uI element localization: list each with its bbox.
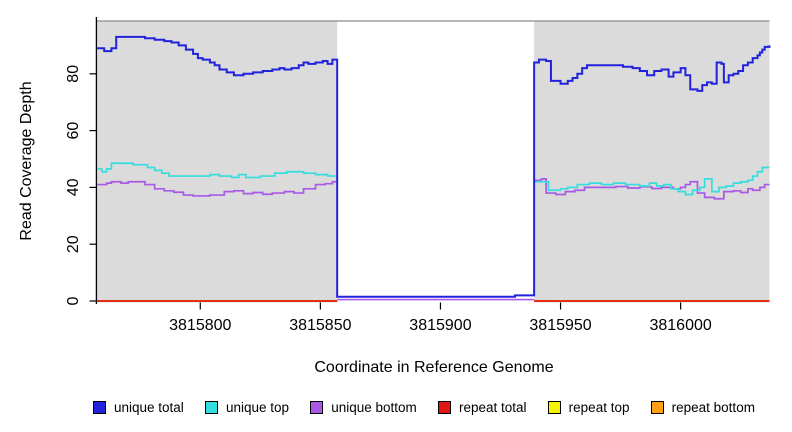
legend-swatch (310, 401, 324, 414)
coverage-region-background (97, 21, 338, 303)
coverage-region-background (534, 21, 770, 303)
legend-item: unique total (93, 400, 184, 415)
series-unique-total (97, 35, 771, 298)
x-axis-label: Coordinate in Reference Genome (314, 359, 554, 376)
y-tick-label: 80 (65, 65, 82, 83)
legend-swatch (204, 401, 218, 414)
y-tick-label: 0 (65, 296, 82, 305)
legend-item: repeat total (437, 400, 527, 415)
legend-swatch (650, 401, 664, 414)
y-tick-label: 60 (65, 122, 82, 140)
coverage-plot: 3815800 3815850 3815900 3815950 3816000 0 20 40… (65, 17, 771, 334)
legend-item: unique top (204, 400, 290, 415)
legend-item-label: repeat total (458, 400, 527, 415)
series-unique-bottom (97, 180, 338, 197)
legend-item: unique bottom (310, 400, 417, 415)
legend-swatch (437, 401, 451, 414)
x-tick-label: 3815950 (529, 317, 591, 334)
legend-item-label: repeat top (568, 400, 630, 415)
legend-swatch (93, 401, 106, 414)
legend: unique total unique top unique bottom re… (93, 400, 755, 415)
series-unique-bottom (534, 178, 770, 200)
y-tick-label: 20 (65, 235, 82, 253)
x-tick-label: 3815850 (289, 317, 351, 334)
legend-item: repeat top (547, 400, 630, 415)
x-tick-label: 3815800 (169, 317, 231, 334)
x-tick-label: 3815900 (409, 317, 471, 334)
legend-item-label: unique bottom (331, 400, 417, 415)
legend-item: repeat bottom (650, 400, 755, 415)
series-unique-top (534, 166, 770, 196)
series-unique-top (97, 162, 338, 179)
legend-item-label: unique top (225, 400, 290, 415)
x-tick-label: 3816000 (649, 317, 711, 334)
legend-item-label: repeat bottom (671, 400, 755, 415)
y-axis-label: Read Coverage Depth (18, 81, 35, 241)
y-tick-label: 40 (65, 178, 82, 196)
legend-item-label: unique total (114, 400, 184, 415)
legend-swatch (547, 401, 561, 414)
